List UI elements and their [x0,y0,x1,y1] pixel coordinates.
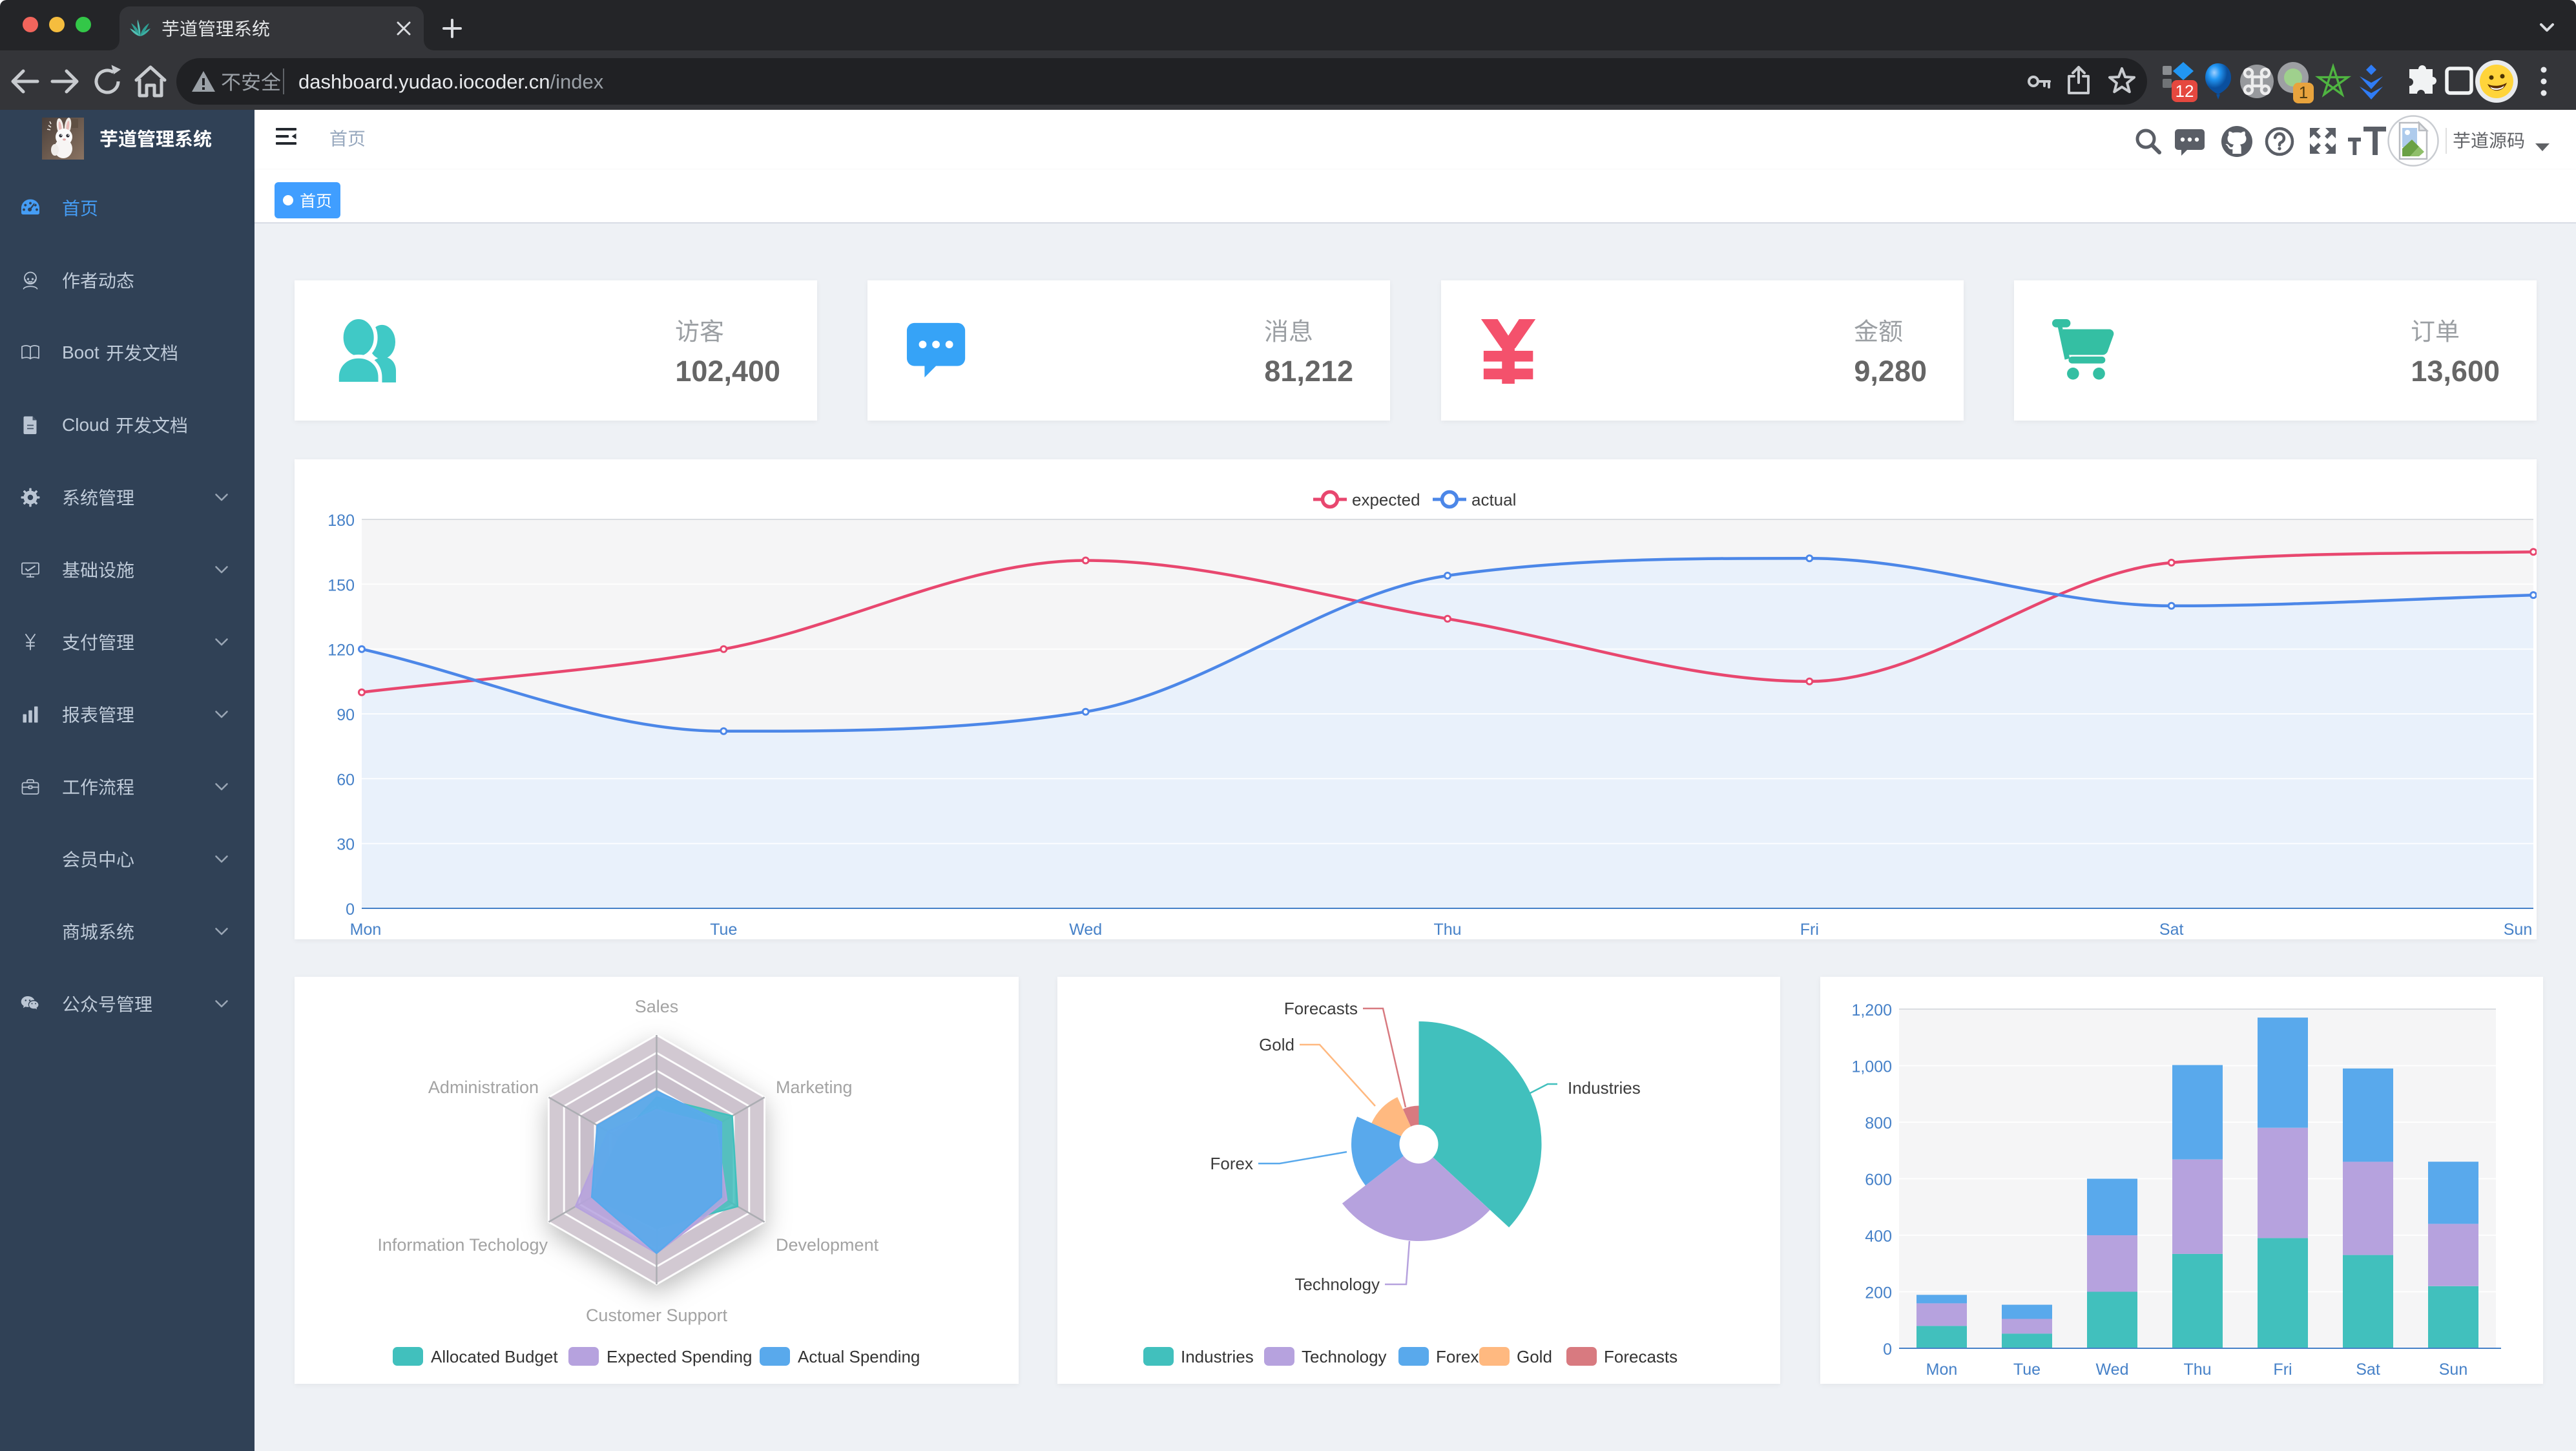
svg-text:400: 400 [1865,1227,1892,1246]
svg-text:Tue: Tue [2013,1361,2041,1379]
svg-text:Industries: Industries [1568,1078,1641,1098]
svg-text:Tue: Tue [710,921,737,939]
svg-text:Mon: Mon [350,921,382,939]
svg-text:Gold: Gold [1259,1035,1294,1054]
svg-text:Administration: Administration [428,1078,539,1097]
svg-text:Sales: Sales [635,997,679,1016]
svg-text:Thu: Thu [1433,921,1461,939]
svg-text:Forecasts: Forecasts [1284,999,1358,1018]
svg-text:Technology: Technology [1302,1347,1387,1366]
svg-text:12: 12 [2176,81,2194,101]
svg-text:Expected Spending: Expected Spending [607,1347,753,1366]
svg-text:Sat: Sat [2356,1361,2380,1379]
svg-text:Allocated Budget: Allocated Budget [431,1347,558,1366]
svg-text:Forex: Forex [1210,1154,1253,1173]
svg-text:90: 90 [337,706,355,724]
svg-text:Fri: Fri [1800,921,1819,939]
svg-text:120: 120 [327,642,355,660]
svg-text:1,000: 1,000 [1851,1058,1892,1076]
svg-text:Sun: Sun [2439,1361,2467,1379]
svg-text:0: 0 [346,901,355,919]
svg-text:0: 0 [1883,1341,1892,1359]
svg-text:1: 1 [2299,83,2308,102]
svg-text:1,200: 1,200 [1851,1001,1892,1019]
svg-text:Fri: Fri [2273,1361,2292,1379]
svg-text:Wed: Wed [1069,921,1102,939]
svg-text:actual: actual [1471,490,1516,510]
svg-text:600: 600 [1865,1171,1892,1189]
svg-text:Forecasts: Forecasts [1604,1347,1678,1366]
svg-text:Wed: Wed [2096,1361,2129,1379]
svg-text:Mon: Mon [1926,1361,1958,1379]
svg-text:Actual Spending: Actual Spending [798,1347,920,1366]
svg-text:Information Techology: Information Techology [377,1235,548,1255]
svg-text:Gold: Gold [1517,1347,1552,1366]
svg-text:Sat: Sat [2159,921,2184,939]
svg-text:30: 30 [337,836,355,854]
svg-text:200: 200 [1865,1284,1892,1302]
svg-text:800: 800 [1865,1114,1892,1133]
svg-text:Development: Development [776,1235,879,1255]
svg-text:Marketing: Marketing [776,1078,853,1097]
svg-text:180: 180 [327,512,355,530]
svg-text:Customer Support: Customer Support [586,1306,728,1325]
svg-text:Industries: Industries [1181,1347,1254,1366]
svg-text:Technology: Technology [1294,1275,1380,1294]
svg-text:Forex: Forex [1436,1347,1479,1366]
svg-text:150: 150 [327,576,355,594]
svg-text:60: 60 [337,771,355,789]
svg-text:expected: expected [1352,490,1420,510]
svg-text:Thu: Thu [2183,1361,2211,1379]
svg-text:Sun: Sun [2504,921,2532,939]
